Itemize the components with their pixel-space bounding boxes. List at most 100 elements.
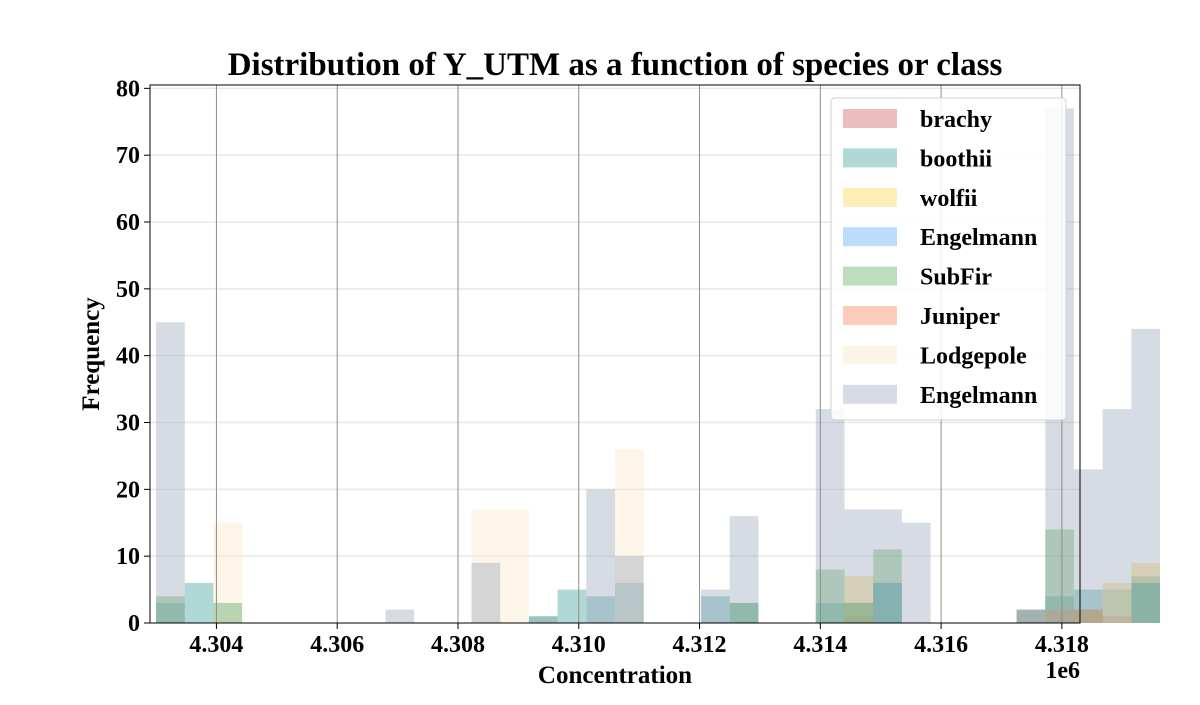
legend-label: SubFir — [920, 265, 992, 291]
histogram-bar — [1102, 409, 1132, 623]
histogram-bar — [500, 509, 529, 623]
histogram-bar — [528, 616, 558, 623]
y-axis-ticks: 0 10 20 30 40 50 60 70 80 — [116, 76, 150, 637]
series-boothii — [156, 576, 1161, 623]
series-wolfii — [528, 562, 1161, 623]
series-engelmann — [528, 582, 1161, 623]
grid-lines — [150, 87, 1080, 557]
histogram-bar — [1073, 609, 1103, 623]
histogram-bar — [844, 602, 874, 623]
legend-label: Lodgepole — [920, 343, 1027, 369]
histogram-bar — [586, 596, 615, 623]
histogram-bar — [1102, 616, 1132, 623]
legend-label: Engelmann — [920, 383, 1037, 409]
histogram-bar — [586, 489, 615, 623]
histogram-bar — [213, 522, 243, 623]
histogram-bar — [213, 602, 243, 623]
x-tick-label: 4.312 — [673, 632, 727, 658]
histogram-bar — [873, 549, 902, 623]
histogram-bar — [1073, 609, 1103, 623]
y-tick-label: 80 — [116, 76, 140, 102]
legend-swatch — [843, 384, 897, 404]
histogram-bar — [1016, 609, 1046, 623]
histogram-bar — [528, 616, 558, 623]
histogram-bar — [615, 556, 644, 623]
histogram-bar — [1131, 562, 1161, 623]
y-tick-label: 40 — [116, 344, 140, 370]
histogram-bar — [557, 589, 587, 623]
histogram-bar — [873, 582, 902, 623]
legend-label: brachy — [920, 107, 992, 133]
legend-label: Juniper — [920, 304, 1000, 330]
histogram-bar — [844, 602, 874, 623]
histogram-bar — [1045, 596, 1074, 623]
y-axis-label: Frequency — [78, 297, 105, 411]
x-tick-label: 4.318 — [1035, 632, 1089, 658]
chart-title: Distribution of Y_UTM as a function of s… — [228, 47, 1003, 83]
x-axis-offset-label: 1e6 — [1045, 658, 1080, 684]
plot-frame — [149, 84, 1081, 624]
legend-swatch — [843, 109, 897, 128]
legend: brachy boothii wolfii Engelmann SubFir Junipe… — [830, 97, 1067, 421]
y-tick-label: 70 — [116, 143, 140, 169]
histogram-bar — [701, 596, 730, 623]
histogram-bar — [1102, 582, 1132, 623]
histogram-bar — [471, 509, 501, 623]
histogram-bar — [1131, 328, 1161, 623]
histogram-bar — [615, 449, 644, 623]
histogram-bar — [729, 602, 759, 623]
histogram-bar — [1016, 609, 1046, 623]
legend-swatch — [843, 187, 897, 207]
histogram-bar — [815, 602, 845, 623]
series-lodgepole — [213, 449, 1132, 623]
x-tick-label: 4.316 — [914, 632, 968, 658]
legend-swatch — [843, 148, 897, 168]
legend-swatch — [843, 227, 897, 247]
histogram-bar — [844, 576, 874, 623]
x-tick-label: 4.314 — [793, 632, 847, 658]
histogram-bar — [729, 602, 759, 623]
histogram-bar — [1045, 609, 1074, 623]
histogram-bar — [1073, 469, 1103, 623]
histogram-bar — [213, 602, 243, 623]
y-tick-label: 20 — [116, 477, 140, 503]
histogram-bar — [1102, 616, 1132, 623]
histogram-bar — [873, 509, 902, 623]
histogram-bar — [528, 616, 558, 623]
histogram-bar — [156, 322, 185, 623]
y-tick-label: 30 — [116, 411, 140, 437]
histogram-bar — [615, 582, 644, 623]
histogram-bar — [1102, 582, 1132, 623]
x-axis-label: Concentration — [538, 662, 692, 689]
histogram-bar — [385, 609, 415, 623]
x-tick-label: 4.306 — [310, 632, 364, 658]
histogram-bar — [1073, 589, 1103, 623]
histogram-bar — [844, 509, 874, 623]
histogram-bar — [156, 596, 185, 623]
y-tick-label: 0 — [128, 611, 140, 637]
x-tick-label: 4.310 — [552, 632, 606, 658]
histogram-bar — [1045, 529, 1074, 623]
series-subfir — [156, 529, 1161, 623]
y-tick-label: 50 — [116, 277, 140, 303]
histogram-bar — [1131, 576, 1161, 623]
x-tick-label: 4.304 — [189, 632, 243, 658]
legend-label: boothii — [920, 146, 992, 172]
legend-box — [830, 97, 1067, 421]
histogram-bar — [184, 582, 214, 623]
histogram-bar — [901, 522, 931, 623]
histogram-bar — [873, 582, 902, 623]
legend-label: wolfii — [920, 186, 978, 212]
histogram-bar — [1073, 609, 1103, 623]
histogram-bar — [1131, 582, 1161, 623]
legend-swatch — [843, 306, 897, 325]
y-tick-label: 10 — [116, 544, 140, 570]
series-juniper — [1045, 609, 1132, 623]
histogram-bar — [701, 589, 730, 623]
histogram-bar — [844, 616, 874, 623]
legend-swatch — [843, 345, 897, 365]
x-axis-ticks: 4.304 4.306 4.308 4.310 4.312 4.314 4.316 4.318 — [189, 623, 1089, 658]
histogram-bar — [1102, 589, 1132, 623]
